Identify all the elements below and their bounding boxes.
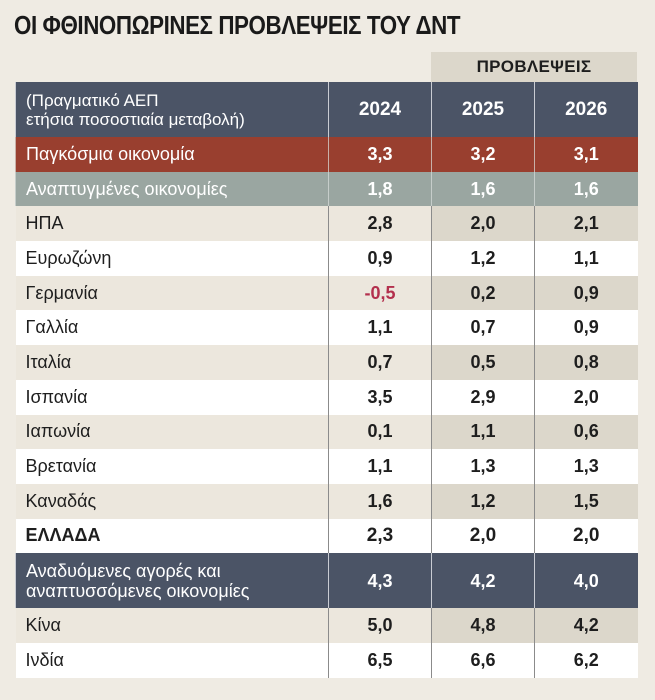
table-row: Ιαπωνία 0,1 1,1 0,6 [15, 414, 638, 450]
value-2026: 0,9 [534, 275, 638, 311]
value-2025: 1,3 [431, 449, 535, 484]
table-row: Βρετανία 1,1 1,3 1,3 [15, 449, 638, 484]
row-label: ΗΠΑ [15, 206, 329, 242]
table-row: Αναδυόμενες αγορές και αναπτυσσόμενες οικ… [15, 553, 638, 609]
table-row: Κίνα 5,0 4,8 4,2 [15, 608, 638, 643]
header-year-2024: 2024 [328, 82, 432, 137]
value-2024: 1,1 [328, 449, 432, 484]
value-2026: 1,6 [534, 171, 638, 207]
table-row: Γαλλία 1,1 0,7 0,9 [15, 310, 638, 346]
value-2026: 0,8 [534, 345, 638, 380]
value-2026: 3,1 [534, 137, 638, 172]
row-label: Ιαπωνία [15, 414, 329, 450]
table-row: Αναπτυγμένες οικονομίες 1,8 1,6 1,6 [15, 171, 638, 207]
value-2025: 2,0 [431, 518, 535, 554]
value-2026: 1,5 [534, 483, 638, 519]
row-label: Καναδάς [15, 483, 329, 519]
table-row: Καναδάς 1,6 1,2 1,5 [15, 483, 638, 519]
header-label-line1: (Πραγματικό ΑΕΠ [26, 90, 159, 110]
value-2024: 4,3 [328, 553, 432, 609]
table-row: Ευρωζώνη 0,9 1,2 1,1 [15, 241, 638, 276]
value-2025: 2,9 [431, 379, 535, 415]
row-label: Ιταλία [15, 345, 329, 380]
value-2026: 1,1 [534, 241, 638, 276]
value-2024: 1,1 [328, 310, 432, 346]
value-2025: 3,2 [431, 137, 535, 172]
value-2024: 1,8 [328, 171, 432, 207]
header-label-line2: ετήσια ποσοστιαία μεταβολή) [26, 109, 245, 129]
header-label: (Πραγματικό ΑΕΠ ετήσια ποσοστιαία μεταβολ… [15, 82, 329, 137]
row-label: Ινδία [15, 642, 329, 678]
value-2026: 2,1 [534, 206, 638, 242]
row-label: Ευρωζώνη [15, 241, 329, 276]
row-label: Βρετανία [15, 449, 329, 484]
value-2025: 4,2 [431, 553, 535, 609]
value-2024: 1,6 [328, 483, 432, 519]
value-2024: 0,9 [328, 241, 432, 276]
table-row: ΗΠΑ 2,8 2,0 2,1 [15, 206, 638, 242]
value-2025: 2,0 [431, 206, 535, 242]
header-year-2025: 2025 [431, 82, 535, 137]
row-label: Παγκόσμια οικονομία [15, 137, 329, 172]
value-2024: 2,8 [328, 206, 432, 242]
value-2025: 6,6 [431, 642, 535, 678]
forecast-label: ΠΡΟΒΛΕΨΕΙΣ [431, 52, 637, 82]
value-2025: 1,1 [431, 414, 535, 450]
value-2025: 1,2 [431, 241, 535, 276]
value-2026: 4,2 [534, 608, 638, 643]
table-row: Γερμανία -0,5 0,2 0,9 [15, 275, 638, 311]
row-label: Κίνα [15, 608, 329, 643]
row-label: Γαλλία [15, 310, 329, 346]
value-2026: 0,9 [534, 310, 638, 346]
row-label-line1: Αναδυόμενες αγορές και [26, 560, 221, 581]
value-2025: 1,2 [431, 483, 535, 519]
table-row: Ινδία 6,5 6,6 6,2 [15, 642, 638, 678]
value-2024: 6,5 [328, 642, 432, 678]
row-label-line2: αναπτυσσόμενες οικονομίες [26, 580, 250, 601]
value-2024: -0,5 [328, 275, 432, 311]
value-2025: 0,7 [431, 310, 535, 346]
table-row: Ιταλία 0,7 0,5 0,8 [15, 345, 638, 380]
table-row: Παγκόσμια οικονομία 3,3 3,2 3,1 [15, 137, 638, 172]
table-row: Ισπανία 3,5 2,9 2,0 [15, 379, 638, 415]
value-2025: 4,8 [431, 608, 535, 643]
table-row: ΕΛΛΑΔΑ 2,3 2,0 2,0 [15, 518, 638, 554]
row-label: Αναδυόμενες αγορές και αναπτυσσόμενες οικ… [15, 553, 329, 609]
value-2026: 2,0 [534, 518, 638, 554]
value-2026: 0,6 [534, 414, 638, 450]
page-title: ΟΙ ΦΘΙΝΟΠΩΡΙΝΕΣ ΠΡΟΒΛΕΨΕΙΣ ΤΟΥ ΔΝΤ [14, 10, 461, 40]
table-header-row: (Πραγματικό ΑΕΠ ετήσια ποσοστιαία μεταβολ… [15, 82, 638, 137]
row-label: ΕΛΛΑΔΑ [15, 518, 329, 554]
value-2026: 4,0 [534, 553, 638, 609]
header-year-2026: 2026 [534, 82, 638, 137]
value-2025: 1,6 [431, 171, 535, 207]
value-2024: 0,1 [328, 414, 432, 450]
value-2025: 0,5 [431, 345, 535, 380]
value-2026: 2,0 [534, 379, 638, 415]
row-label: Γερμανία [15, 275, 329, 311]
value-2025: 0,2 [431, 275, 535, 311]
value-2024: 0,7 [328, 345, 432, 380]
value-2024: 3,5 [328, 379, 432, 415]
row-label: Αναπτυγμένες οικονομίες [15, 171, 329, 207]
gdp-table: (Πραγματικό ΑΕΠ ετήσια ποσοστιαία μεταβολ… [15, 82, 638, 678]
value-2026: 1,3 [534, 449, 638, 484]
value-2024: 5,0 [328, 608, 432, 643]
row-label: Ισπανία [15, 379, 329, 415]
value-2024: 3,3 [328, 137, 432, 172]
value-2026: 6,2 [534, 642, 638, 678]
value-2024: 2,3 [328, 518, 432, 554]
